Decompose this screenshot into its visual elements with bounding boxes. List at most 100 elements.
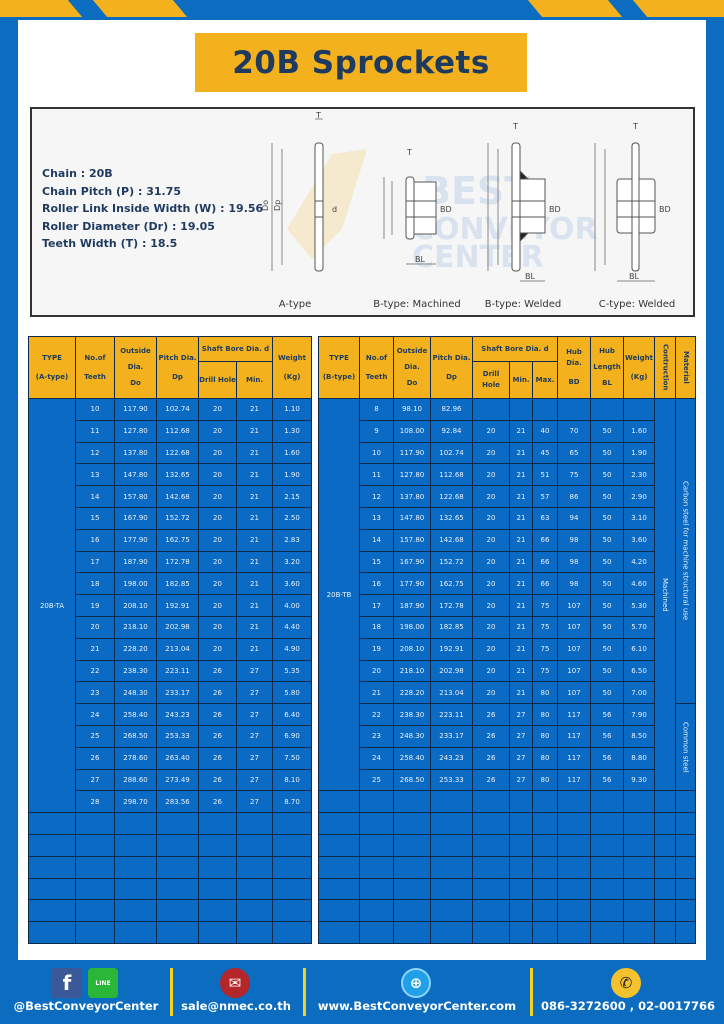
- bore-max-cell: 75: [531, 659, 559, 683]
- bore-max-cell: 80: [531, 703, 559, 726]
- hub-dia-cell: 107: [557, 615, 592, 639]
- bore-min-cell: 21: [509, 615, 533, 639]
- empty-cell: [318, 899, 360, 923]
- teeth-cell: 24: [359, 746, 394, 770]
- teeth-cell: 20: [75, 615, 115, 639]
- bore-min-cell: 21: [509, 550, 533, 574]
- empty-cell: [236, 899, 273, 923]
- weight-cell: 4.90: [272, 637, 312, 661]
- globe-icon: ⊕: [401, 968, 431, 998]
- hub-length-cell: 50: [590, 681, 625, 705]
- empty-cell: [654, 921, 677, 944]
- empty-cell: [318, 812, 360, 835]
- drill-hole-cell: 20: [472, 506, 510, 530]
- drill-hole-cell: 20: [198, 594, 237, 617]
- email-link[interactable]: sale@nmec.co.th: [181, 999, 291, 1013]
- type-label-b-welded: B-type: Welded: [485, 299, 561, 310]
- table-row: 21 228.20 213.04 20 21 4.90: [29, 637, 312, 661]
- weight-cell: 3.60: [272, 572, 312, 596]
- bore-min-cell: 21: [236, 572, 273, 596]
- weight-cell: 7.50: [272, 746, 312, 770]
- hub-length-cell: 50: [590, 419, 625, 443]
- teeth-cell: 11: [75, 419, 115, 443]
- teeth-cell: 13: [75, 463, 115, 487]
- empty-cell: [114, 921, 157, 944]
- empty-cell: [156, 899, 199, 923]
- drill-hole-cell: 20: [472, 615, 510, 639]
- empty-row: [28, 899, 312, 923]
- drill-hole-cell: 20: [472, 463, 510, 487]
- pitch-dia-cell: 122.68: [430, 485, 473, 508]
- bore-max-cell: 80: [531, 724, 559, 748]
- table-row: 20 218.10 202.98 20 21 75 107 50 6.50: [319, 659, 696, 683]
- empty-cell: [623, 899, 656, 923]
- empty-cell: [531, 855, 559, 879]
- phone-numbers[interactable]: 086-3272600 , 02-0017766: [541, 999, 715, 1013]
- weight-cell: 1.30: [272, 419, 312, 443]
- social-handle[interactable]: @BestConveyorCenter: [13, 999, 159, 1013]
- bore-min-cell: 27: [236, 768, 273, 792]
- table-row: 12 137.80 122.68 20 21 57 86 50 2.90: [319, 485, 696, 508]
- bore-max-cell: 80: [531, 768, 559, 792]
- drill-hole-cell: 26: [198, 790, 237, 814]
- bore-min-cell: 21: [509, 506, 533, 530]
- empty-cell: [430, 790, 473, 814]
- table-row: 27 288.60 273.49 26 27 8.10: [29, 768, 312, 792]
- empty-cell: [359, 855, 394, 879]
- table-row: 24 258.40 243.23 26 27 6.40: [29, 703, 312, 726]
- bore-min-cell: 21: [236, 594, 273, 617]
- pitch-dia-cell: 132.65: [156, 463, 199, 487]
- page-title: 20B Sprockets: [195, 33, 527, 92]
- empty-cell: [28, 899, 76, 923]
- drill-hole-cell: 20: [198, 550, 237, 574]
- outside-dia-cell: 198.00: [393, 615, 431, 639]
- table-row: 21 228.20 213.04 20 21 80 107 50 7.00: [319, 681, 696, 705]
- facebook-icon[interactable]: f: [52, 968, 82, 998]
- empty-cell: [430, 921, 473, 944]
- weight-cell: 7.00: [623, 681, 656, 705]
- bore-max-cell: 66: [531, 528, 559, 552]
- header-construction: Contruction: [654, 336, 677, 399]
- c-type-welded-drawing: [594, 142, 656, 282]
- empty-cell: [531, 812, 559, 835]
- website-link[interactable]: www.BestConveyorCenter.com: [317, 999, 517, 1013]
- empty-cell: [675, 855, 697, 879]
- empty-cell: [359, 921, 394, 944]
- empty-cell: [472, 790, 510, 814]
- teeth-cell: 9: [359, 419, 394, 443]
- drill-hole-cell: 20: [472, 637, 510, 661]
- drill-hole-cell: 20: [472, 441, 510, 465]
- drill-hole-cell: 26: [472, 703, 510, 726]
- empty-cell: [430, 812, 473, 835]
- hub-dia-cell: 117: [557, 746, 592, 770]
- empty-cell: [557, 812, 592, 835]
- pitch-dia-cell: 263.40: [156, 746, 199, 770]
- empty-cell: [531, 790, 559, 814]
- weight-cell: 6.90: [272, 724, 312, 748]
- dim-label-d: d: [332, 205, 337, 214]
- header-teeth: No.of Teeth: [75, 336, 115, 399]
- empty-cell: [509, 855, 533, 879]
- table-row: 11 127.80 112.68 20 21 51 75 50 2.30: [319, 463, 696, 487]
- drill-hole-cell: 20: [472, 594, 510, 617]
- bore-min-cell: 21: [509, 485, 533, 508]
- line-icon[interactable]: LINE: [88, 968, 118, 998]
- outside-dia-cell: 278.60: [114, 746, 157, 770]
- teeth-cell: 24: [75, 703, 115, 726]
- weight-cell: 6.10: [623, 637, 656, 661]
- empty-cell: [654, 899, 677, 923]
- empty-cell: [430, 877, 473, 901]
- weight-cell: 8.10: [272, 768, 312, 792]
- drill-hole-cell: 20: [472, 419, 510, 443]
- bore-min-cell: 27: [509, 703, 533, 726]
- hub-length-cell: 56: [590, 768, 625, 792]
- table-row: 20B-TA 10 117.90 102.74 20 21 1.10: [28, 397, 312, 814]
- empty-cell: [75, 833, 115, 857]
- drill-hole-cell: 26: [472, 746, 510, 770]
- bore-max-cell: 80: [531, 746, 559, 770]
- empty-cell: [318, 855, 360, 879]
- empty-cell: [272, 855, 312, 879]
- outside-dia-cell: 167.90: [114, 506, 157, 530]
- empty-row: [318, 833, 697, 857]
- teeth-cell: 18: [75, 572, 115, 596]
